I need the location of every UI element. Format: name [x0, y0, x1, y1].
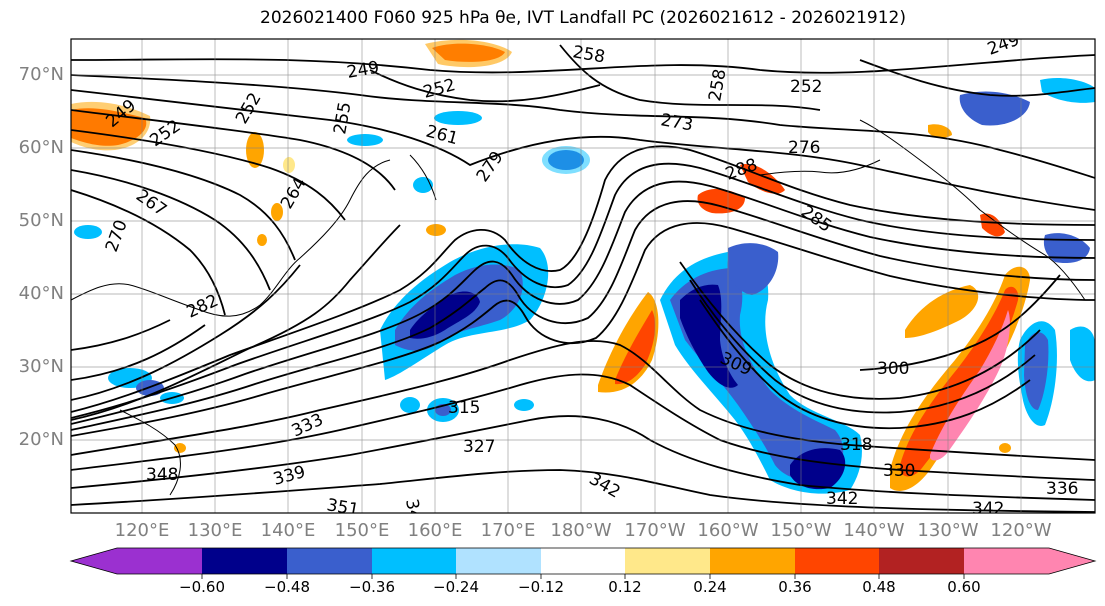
colorbar-segment: [541, 548, 625, 574]
anomaly-warm-patch: [174, 443, 186, 453]
colorbar-tick-label: −0.12: [518, 578, 564, 596]
contour-label: 330: [883, 461, 915, 481]
anomaly-warm-patch: [928, 124, 952, 138]
lon-label-160e: 160°E: [407, 520, 463, 541]
anomaly-warm-patch: [905, 285, 979, 338]
anomaly-warm-patch: [900, 286, 1019, 477]
anomaly-cold-patch: [347, 134, 383, 146]
lat-label-30n: 30°N: [18, 356, 64, 377]
map-frame: [70, 38, 1096, 514]
anomaly-cold-patch: [400, 397, 420, 413]
lat-label-60n: 60°N: [18, 137, 64, 158]
contour-label: 351: [325, 495, 360, 520]
colorbar-segment: [795, 548, 879, 574]
colorbar-tick-label: −0.48: [264, 578, 310, 596]
lon-label-180w: 180°W: [550, 520, 612, 541]
contour-label: 34: [401, 497, 424, 522]
anomaly-cold-patch: [434, 111, 482, 125]
anomaly-cold-patch: [410, 291, 480, 339]
anomaly-warm-patch: [283, 157, 295, 173]
contour-label: 327: [463, 437, 495, 457]
contour-label: 318: [840, 435, 872, 455]
theta-e-contours: [71, 44, 1095, 513]
anomaly-cold-patch: [959, 91, 1030, 126]
colorbar-outline: [69, 547, 1097, 575]
page-title: 2026021400 F060 925 hPa θe, IVT Landfall…: [260, 8, 906, 28]
colorbar-tick-label: 0.12: [608, 578, 642, 596]
contour-label: 315: [448, 398, 480, 418]
colorbar-tick-label: 0.48: [862, 578, 896, 596]
lon-label-140e: 140°E: [260, 520, 316, 541]
contour-label: 342: [972, 499, 1004, 519]
colorbar-tick-label: 0.24: [693, 578, 727, 596]
colorbar-tick-label: 0.60: [947, 578, 981, 596]
lon-label-160w: 160°W: [697, 520, 759, 541]
contour-label: 252: [790, 77, 822, 97]
lat-label-40n: 40°N: [18, 283, 64, 304]
anomaly-warm-patch: [246, 132, 264, 168]
lon-label-150w: 150°W: [770, 520, 832, 541]
lon-label-130e: 130°E: [187, 520, 243, 541]
anomaly-cold-patch: [1024, 332, 1049, 410]
coastlines: [71, 119, 1086, 496]
anomaly-warm-patch: [930, 310, 1010, 461]
anomaly-warm-patch: [257, 234, 267, 246]
colorbar-segment: [71, 548, 202, 574]
ivt-anomaly-shading: [71, 39, 1095, 494]
colorbar-segment: [372, 548, 456, 574]
colorbar-segment: [202, 548, 287, 574]
lon-label-170w: 170°W: [624, 520, 686, 541]
lat-label-70n: 70°N: [18, 64, 64, 85]
lat-label-50n: 50°N: [18, 210, 64, 231]
contour-label: 276: [788, 138, 820, 158]
lon-label-170e: 170°E: [480, 520, 536, 541]
colorbar-segment: [287, 548, 372, 574]
anomaly-warm-patch: [697, 188, 745, 214]
lon-label-120e: 120°E: [114, 520, 170, 541]
lat-lon-grid: [71, 39, 1095, 513]
colorbar-segment: [710, 548, 795, 574]
contour-label: 342: [826, 489, 858, 509]
anomaly-warm-patch: [271, 203, 283, 221]
contour-label: 348: [146, 465, 178, 485]
lon-label-120w: 120°W: [990, 520, 1052, 541]
colorbar-segment: [625, 548, 710, 574]
contour-label: 300: [877, 359, 909, 379]
contour-label: 336: [1046, 479, 1078, 499]
anomaly-cold-patch: [542, 146, 590, 174]
colorbar: [69, 547, 1097, 579]
anomaly-warm-patch: [999, 443, 1011, 453]
lon-label-130w: 130°W: [917, 520, 979, 541]
lon-label-150e: 150°E: [334, 520, 390, 541]
colorbar-tick-label: −0.24: [433, 578, 479, 596]
anomaly-cold-patch: [790, 448, 846, 490]
lon-label-140w: 140°W: [843, 520, 905, 541]
anomaly-cold-patch: [514, 399, 534, 411]
colorbar-tick-label: 0.36: [778, 578, 812, 596]
anomaly-warm-patch: [615, 310, 656, 385]
colorbar-tick-label: −0.36: [349, 578, 395, 596]
anomaly-warm-patch: [426, 224, 446, 236]
anomaly-warm-patch: [425, 39, 512, 68]
colorbar-tick-label: −0.60: [179, 578, 225, 596]
anomaly-cold-patch: [727, 243, 779, 295]
anomaly-cold-patch: [74, 225, 102, 239]
colorbar-segment: [456, 548, 541, 574]
colorbar-segment: [964, 548, 1095, 574]
colorbar-segment: [879, 548, 964, 574]
anomaly-cold-patch: [680, 284, 738, 388]
anomaly-warm-patch: [980, 213, 1005, 237]
anomaly-cold-patch: [1040, 77, 1095, 103]
anomaly-cold-patch: [1070, 326, 1095, 382]
lat-label-20n: 20°N: [18, 429, 64, 450]
